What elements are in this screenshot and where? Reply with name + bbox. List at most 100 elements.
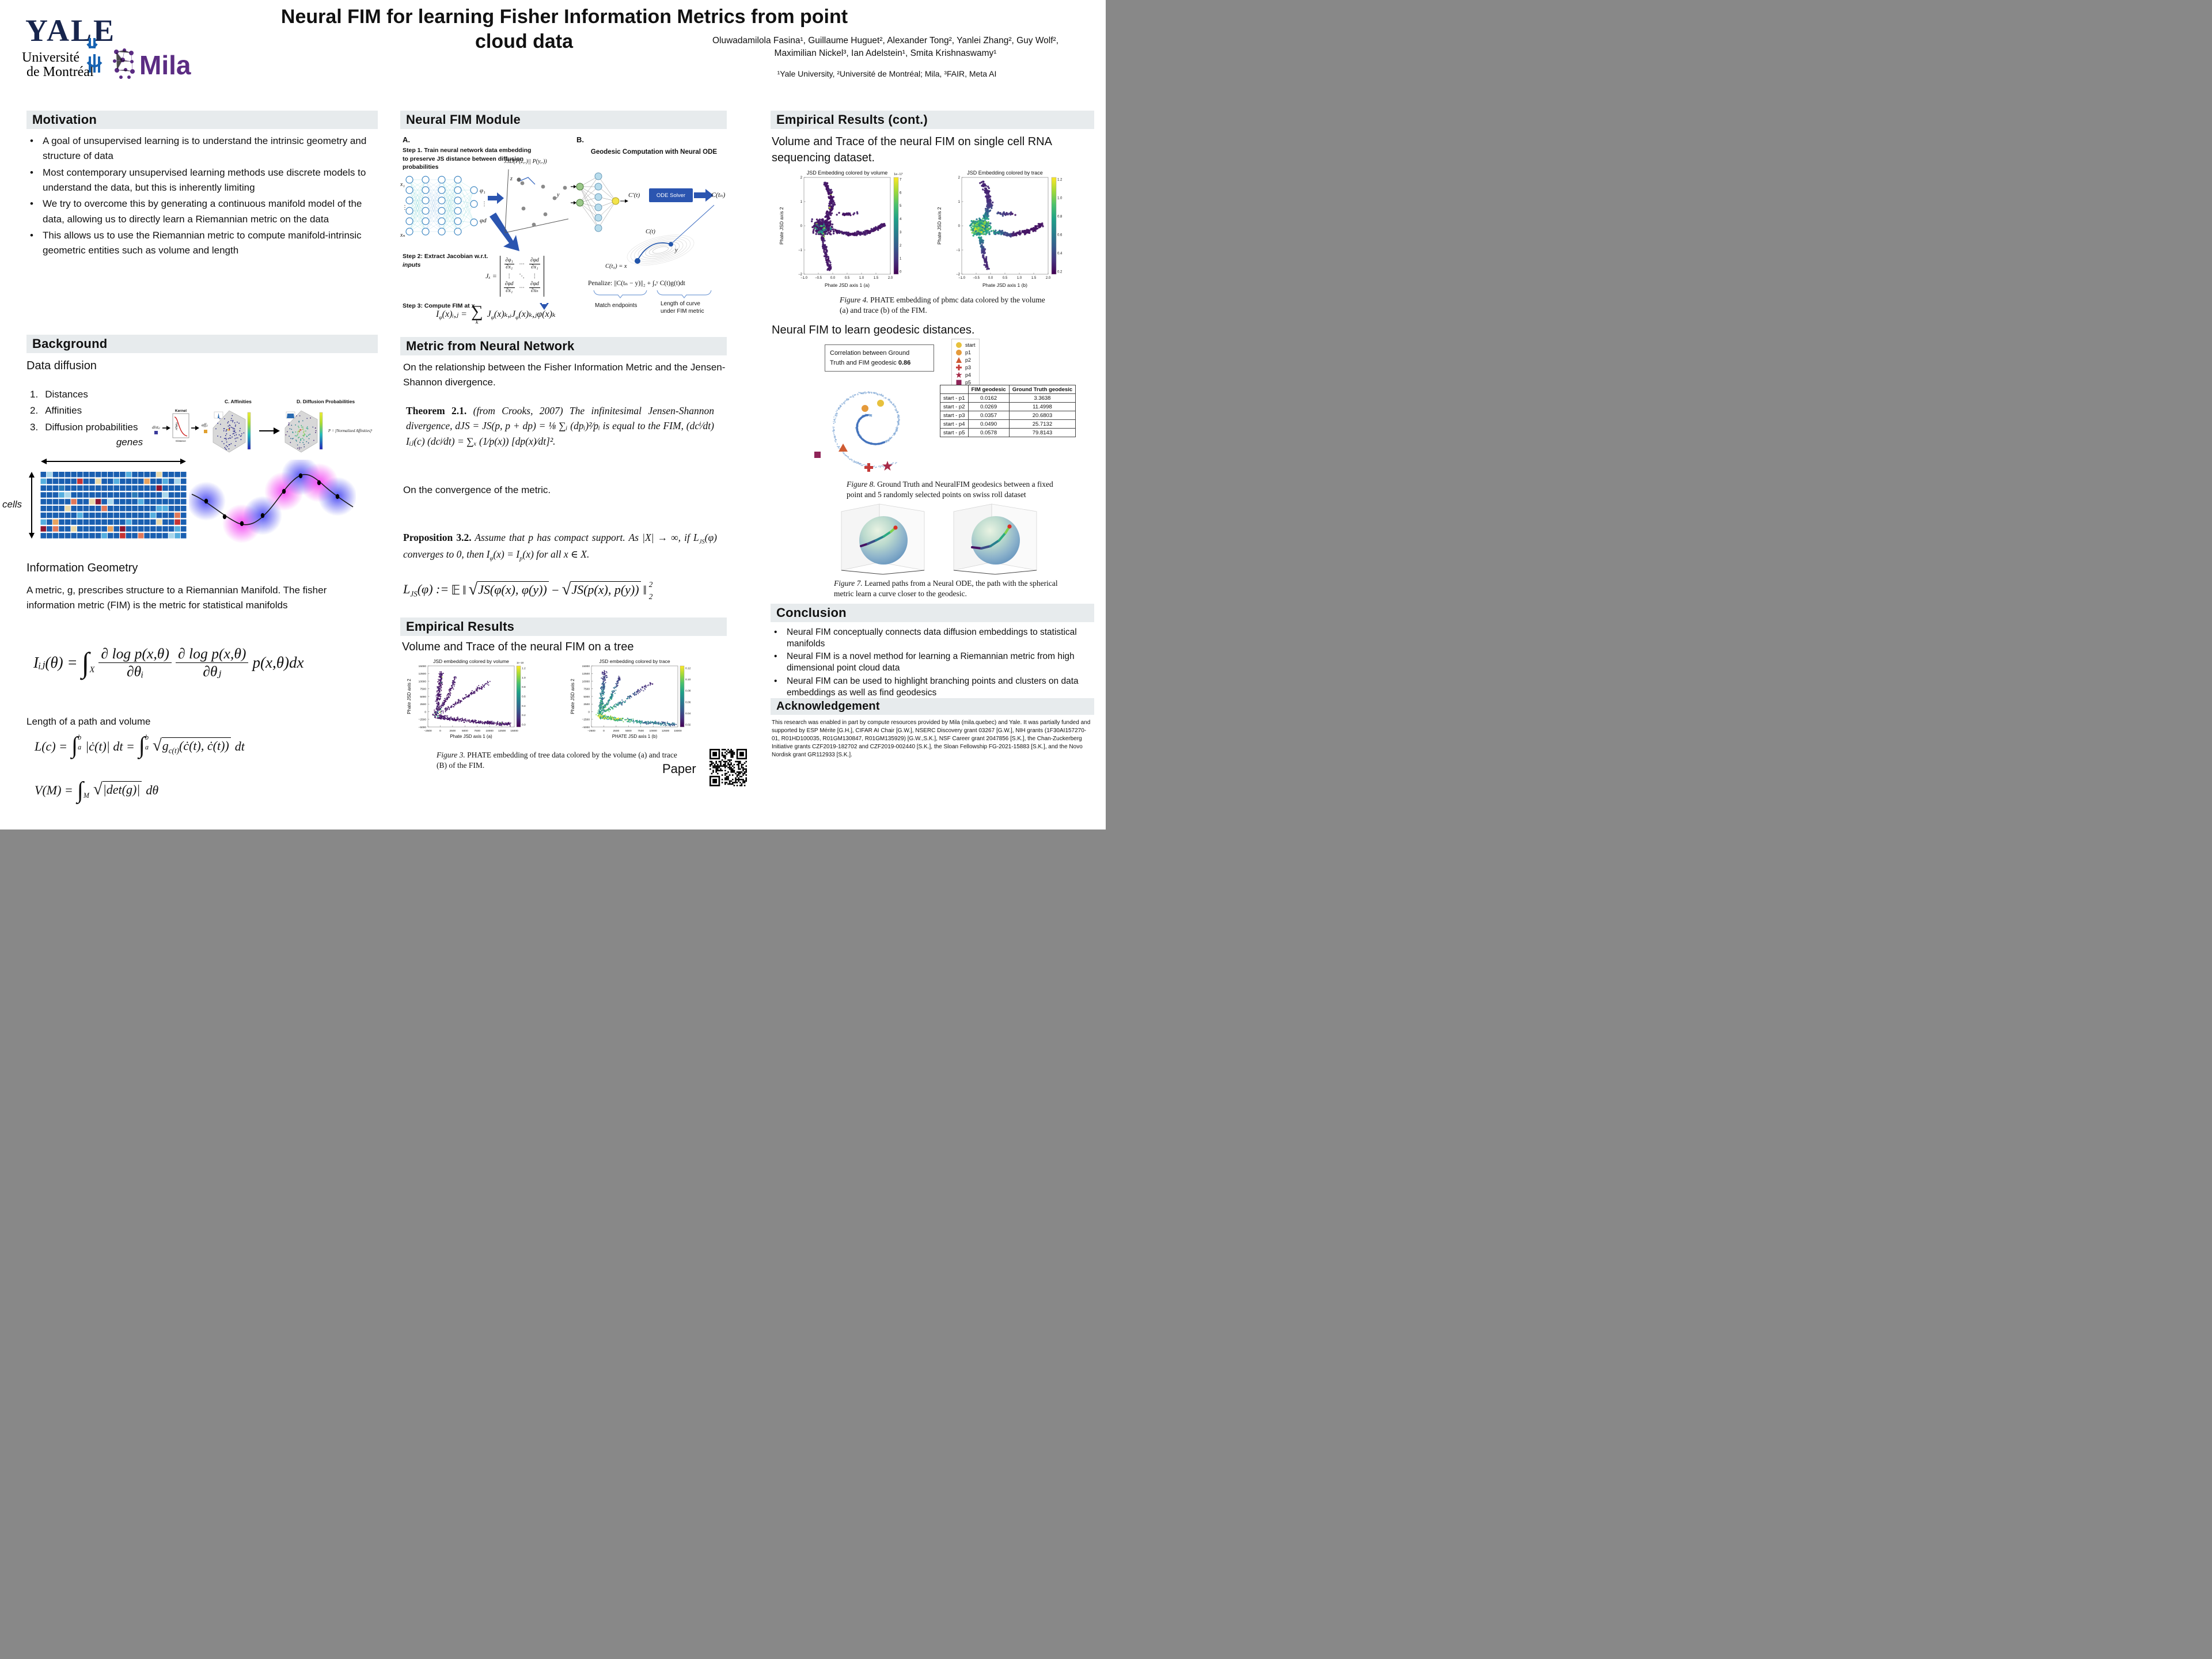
svg-text:Phate JSD axis 2: Phate JSD axis 2 <box>407 679 412 714</box>
bullet-text: Most contemporary unsupervised learning … <box>43 166 366 194</box>
fig4-svg: JSD Embedding colored by volume210−1−2−1… <box>779 170 1063 288</box>
information-geometry-heading: Information Geometry <box>26 562 138 574</box>
acknowledgement-text: This research was enabled in part by com… <box>772 719 1091 758</box>
ctn-label: C(tₙ) <box>711 191 726 199</box>
theorem-2-1: Theorem 2.1. (from Crooks, 2007) The inf… <box>406 403 714 449</box>
correlation-box: Correlation between Ground Truth and FIM… <box>825 344 934 372</box>
svg-text:D. Diffusion Probabilities: D. Diffusion Probabilities <box>297 399 355 404</box>
list-item: • Neural FIM is a novel method for learni… <box>774 652 1075 673</box>
svg-text:Phate JSD axis 1 (b): Phate JSD axis 1 (b) <box>982 282 1027 288</box>
svg-text:Phate JSD axis 1 (a): Phate JSD axis 1 (a) <box>450 734 492 739</box>
legend-item: p1 <box>955 349 976 356</box>
list-item: 2. Affinities <box>30 403 139 418</box>
legend-item: p3 <box>955 364 976 371</box>
svg-text:2500: 2500 <box>583 703 590 706</box>
svg-text:0.4: 0.4 <box>1057 252 1063 256</box>
svg-text:1.5: 1.5 <box>1031 276 1037 280</box>
svg-text:P = [Normalized Affinities]ᵗ: P = [Normalized Affinities]ᵗ <box>328 429 373 433</box>
svg-text:0.5: 0.5 <box>1003 276 1008 280</box>
authors-line1: Oluwadamilola Fasina¹, Guillaume Huguet²… <box>712 36 1059 46</box>
udem-trident-icon <box>86 38 103 73</box>
svg-text:Affinity: Affinity <box>175 422 178 430</box>
fim-sum-equation: Iφ(x)ᵢ,ⱼ = ∑ k Jφ(x)ₖ,ᵢJφ(x)ₖ,ⱼφ(x)ₖ <box>436 302 556 326</box>
svg-text:0: 0 <box>439 729 441 733</box>
rna-subheading: Volume and Trace of the neural FIM on si… <box>772 135 1052 164</box>
legend-item: p4 <box>955 372 976 378</box>
svg-text:1e−18: 1e−18 <box>517 661 524 664</box>
svg-text:12500: 12500 <box>419 672 427 676</box>
ode-solver-box: ODE Solver <box>649 188 693 202</box>
svg-text:−0.5: −0.5 <box>815 276 822 280</box>
svg-text:5000: 5000 <box>462 729 468 733</box>
svg-text:−1.0: −1.0 <box>800 276 808 280</box>
xn-label: xₙ <box>400 232 405 238</box>
spheres-svg <box>841 503 1037 575</box>
qr-svg <box>709 749 747 786</box>
neural-fim-module-diagram: A. Step 1. Train neural network data emb… <box>400 131 727 326</box>
figure8-caption: Figure 8. Ground Truth and NeuralFIM geo… <box>847 480 1053 499</box>
svg-text:0.2: 0.2 <box>522 714 526 717</box>
affiliations: ¹Yale University, ²Université de Montréa… <box>777 69 997 78</box>
legend-label: p5 <box>965 379 972 385</box>
legend-label: p3 <box>965 364 972 370</box>
svg-text:0.04: 0.04 <box>685 712 691 715</box>
genes-label: genes <box>116 437 143 448</box>
heatmap-svg <box>40 472 187 539</box>
list-item: 3. Diffusion probabilities <box>30 420 139 435</box>
bullet-glyph: • <box>30 198 33 210</box>
svg-text:0: 0 <box>424 710 426 714</box>
svg-text:0: 0 <box>958 225 961 228</box>
svg-text:0.0: 0.0 <box>988 276 993 280</box>
list-item: • This allows us to use the Riemannian me… <box>30 228 375 259</box>
svg-text:−1: −1 <box>956 249 961 252</box>
svg-text:15000: 15000 <box>419 665 427 668</box>
motivation-heading: Motivation <box>26 111 378 129</box>
svg-text:JSD embedding colored by volum: JSD embedding colored by volume <box>433 658 509 664</box>
phi1-label: φ₁ <box>480 187 485 194</box>
svg-text:0.0: 0.0 <box>830 276 836 280</box>
svg-text:10000: 10000 <box>485 729 494 733</box>
svg-text:0: 0 <box>900 271 902 274</box>
svg-text:0.08: 0.08 <box>685 690 691 693</box>
swissroll-plot <box>805 373 946 472</box>
list-item: • Neural FIM conceptually connects data d… <box>774 627 1077 649</box>
z-label: z <box>510 176 513 182</box>
svg-text:10000: 10000 <box>582 680 590 683</box>
svg-text:2.0: 2.0 <box>1046 276 1051 280</box>
svg-text:12500: 12500 <box>662 729 670 733</box>
svg-text:1e−17: 1e−17 <box>894 173 902 176</box>
svg-text:Phate JSD axis 2: Phate JSD axis 2 <box>936 207 942 244</box>
svg-text:2: 2 <box>900 244 902 248</box>
svg-text:0.6: 0.6 <box>1057 234 1063 237</box>
diffusion-steps-list: 1. Distances 2. Affinities 3. Diffusion pro… <box>30 387 139 436</box>
geodesic-subheading: Neural FIM to learn geodesic distances. <box>772 324 975 336</box>
svg-text:0.8: 0.8 <box>522 685 526 689</box>
svg-text:2500: 2500 <box>420 703 426 706</box>
figure7-spheres <box>829 502 1054 575</box>
svg-text:0.5: 0.5 <box>845 276 850 280</box>
svg-text:1.2: 1.2 <box>522 667 526 671</box>
list-text: Diffusion probabilities <box>45 421 138 433</box>
panel-a-label: A. <box>403 135 410 144</box>
step1-text: Step 1. Train neural network data embedd… <box>403 147 532 171</box>
affinity-diffusion-figure: distᵢⱼ Kernel Distance Affinity affᵢⱼ C. Affi… <box>150 396 380 468</box>
paper-link-label: Paper <box>662 762 696 776</box>
svg-text:JSD Embedding colored by volum: JSD Embedding colored by volume <box>807 170 888 176</box>
svg-text:10000: 10000 <box>649 729 657 733</box>
swissroll-legend: start p1 p2 p3 p4 p5 <box>951 339 980 389</box>
poster-root: YALE Université de Montréal Mila Neural … <box>0 0 1106 830</box>
svg-text:Kernel: Kernel <box>175 409 187 413</box>
svg-text:0: 0 <box>588 710 590 714</box>
svg-text:6: 6 <box>900 191 902 195</box>
svg-text:−0.5: −0.5 <box>973 276 980 280</box>
fim-integral-equation: Iᵢⱼ(θ) = ∫X ∂ log p(x,θ) ∂θᵢ ∂ log p(x,θ)… <box>33 645 304 680</box>
svg-text:15000: 15000 <box>582 665 590 668</box>
mila-dots-icon <box>113 48 135 79</box>
data-diffusion-subheading: Data diffusion <box>26 359 97 372</box>
svg-text:JSD Embedding colored by trace: JSD Embedding colored by trace <box>967 170 1043 176</box>
svg-text:Phate JSD axis 2: Phate JSD axis 2 <box>779 207 784 244</box>
title-line1: Neural FIM for learning Fisher Informati… <box>280 6 848 28</box>
figure4-caption: Figure 4. PHATE embedding of pbmc data c… <box>840 296 1045 315</box>
legend-label: p1 <box>965 349 972 355</box>
svg-text:10000: 10000 <box>419 680 427 683</box>
